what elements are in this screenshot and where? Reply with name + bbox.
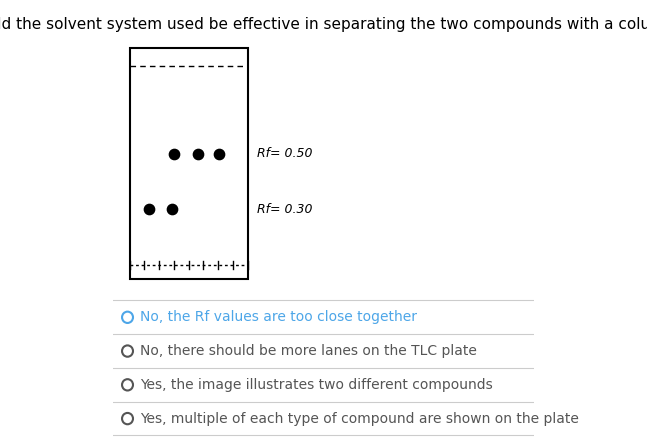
Text: Rf= 0.30: Rf= 0.30 <box>257 203 313 216</box>
Text: Would the solvent system used be effective in separating the two compounds with : Would the solvent system used be effecti… <box>0 17 647 32</box>
Text: Rf= 0.50: Rf= 0.50 <box>257 147 313 160</box>
Point <box>167 206 177 213</box>
Point <box>214 151 225 158</box>
Bar <box>129 48 248 279</box>
Text: No, the Rf values are too close together: No, the Rf values are too close together <box>140 310 417 324</box>
Text: Yes, multiple of each type of compound are shown on the plate: Yes, multiple of each type of compound a… <box>140 412 579 426</box>
Text: Yes, the image illustrates two different compounds: Yes, the image illustrates two different… <box>140 378 493 392</box>
Text: No, there should be more lanes on the TLC plate: No, there should be more lanes on the TL… <box>140 344 477 358</box>
Point <box>170 151 180 158</box>
Point <box>193 151 203 158</box>
Point <box>144 206 154 213</box>
